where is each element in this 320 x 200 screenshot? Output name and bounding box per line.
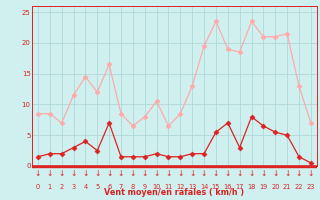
Text: 0: 0 (36, 184, 40, 190)
Text: ↓: ↓ (296, 170, 302, 179)
Text: ↓: ↓ (106, 170, 112, 179)
Text: 13: 13 (188, 184, 196, 190)
Text: 17: 17 (236, 184, 244, 190)
Text: 15: 15 (212, 184, 220, 190)
Text: 5: 5 (95, 184, 100, 190)
Text: ↓: ↓ (94, 170, 100, 179)
Text: 18: 18 (247, 184, 256, 190)
Text: ↓: ↓ (118, 170, 124, 179)
Text: 12: 12 (176, 184, 185, 190)
Text: ↓: ↓ (47, 170, 53, 179)
Text: 4: 4 (83, 184, 88, 190)
Text: ↓: ↓ (82, 170, 89, 179)
Text: 1: 1 (48, 184, 52, 190)
Text: 21: 21 (283, 184, 291, 190)
Text: ↓: ↓ (177, 170, 184, 179)
Text: ↓: ↓ (70, 170, 77, 179)
Text: 19: 19 (259, 184, 268, 190)
Text: ↓: ↓ (165, 170, 172, 179)
Text: ↓: ↓ (236, 170, 243, 179)
Text: Vent moyen/en rafales ( km/h ): Vent moyen/en rafales ( km/h ) (104, 188, 244, 197)
Text: ↓: ↓ (272, 170, 278, 179)
Text: ↓: ↓ (130, 170, 136, 179)
Text: 16: 16 (224, 184, 232, 190)
Text: 23: 23 (307, 184, 315, 190)
Text: 14: 14 (200, 184, 208, 190)
Text: ↓: ↓ (189, 170, 196, 179)
Text: ↓: ↓ (225, 170, 231, 179)
Text: ↓: ↓ (308, 170, 314, 179)
Text: ↓: ↓ (213, 170, 219, 179)
Text: 2: 2 (60, 184, 64, 190)
Text: ↓: ↓ (260, 170, 267, 179)
Text: ↓: ↓ (153, 170, 160, 179)
Text: 11: 11 (164, 184, 172, 190)
Text: 3: 3 (71, 184, 76, 190)
Text: ↓: ↓ (201, 170, 207, 179)
Text: 22: 22 (295, 184, 303, 190)
Text: ↓: ↓ (284, 170, 290, 179)
Text: ↓: ↓ (248, 170, 255, 179)
Text: 8: 8 (131, 184, 135, 190)
Text: ↓: ↓ (35, 170, 41, 179)
Text: ↓: ↓ (59, 170, 65, 179)
Text: 9: 9 (143, 184, 147, 190)
Text: ↓: ↓ (141, 170, 148, 179)
Text: 7: 7 (119, 184, 123, 190)
Text: 6: 6 (107, 184, 111, 190)
Text: 10: 10 (152, 184, 161, 190)
Text: 20: 20 (271, 184, 279, 190)
